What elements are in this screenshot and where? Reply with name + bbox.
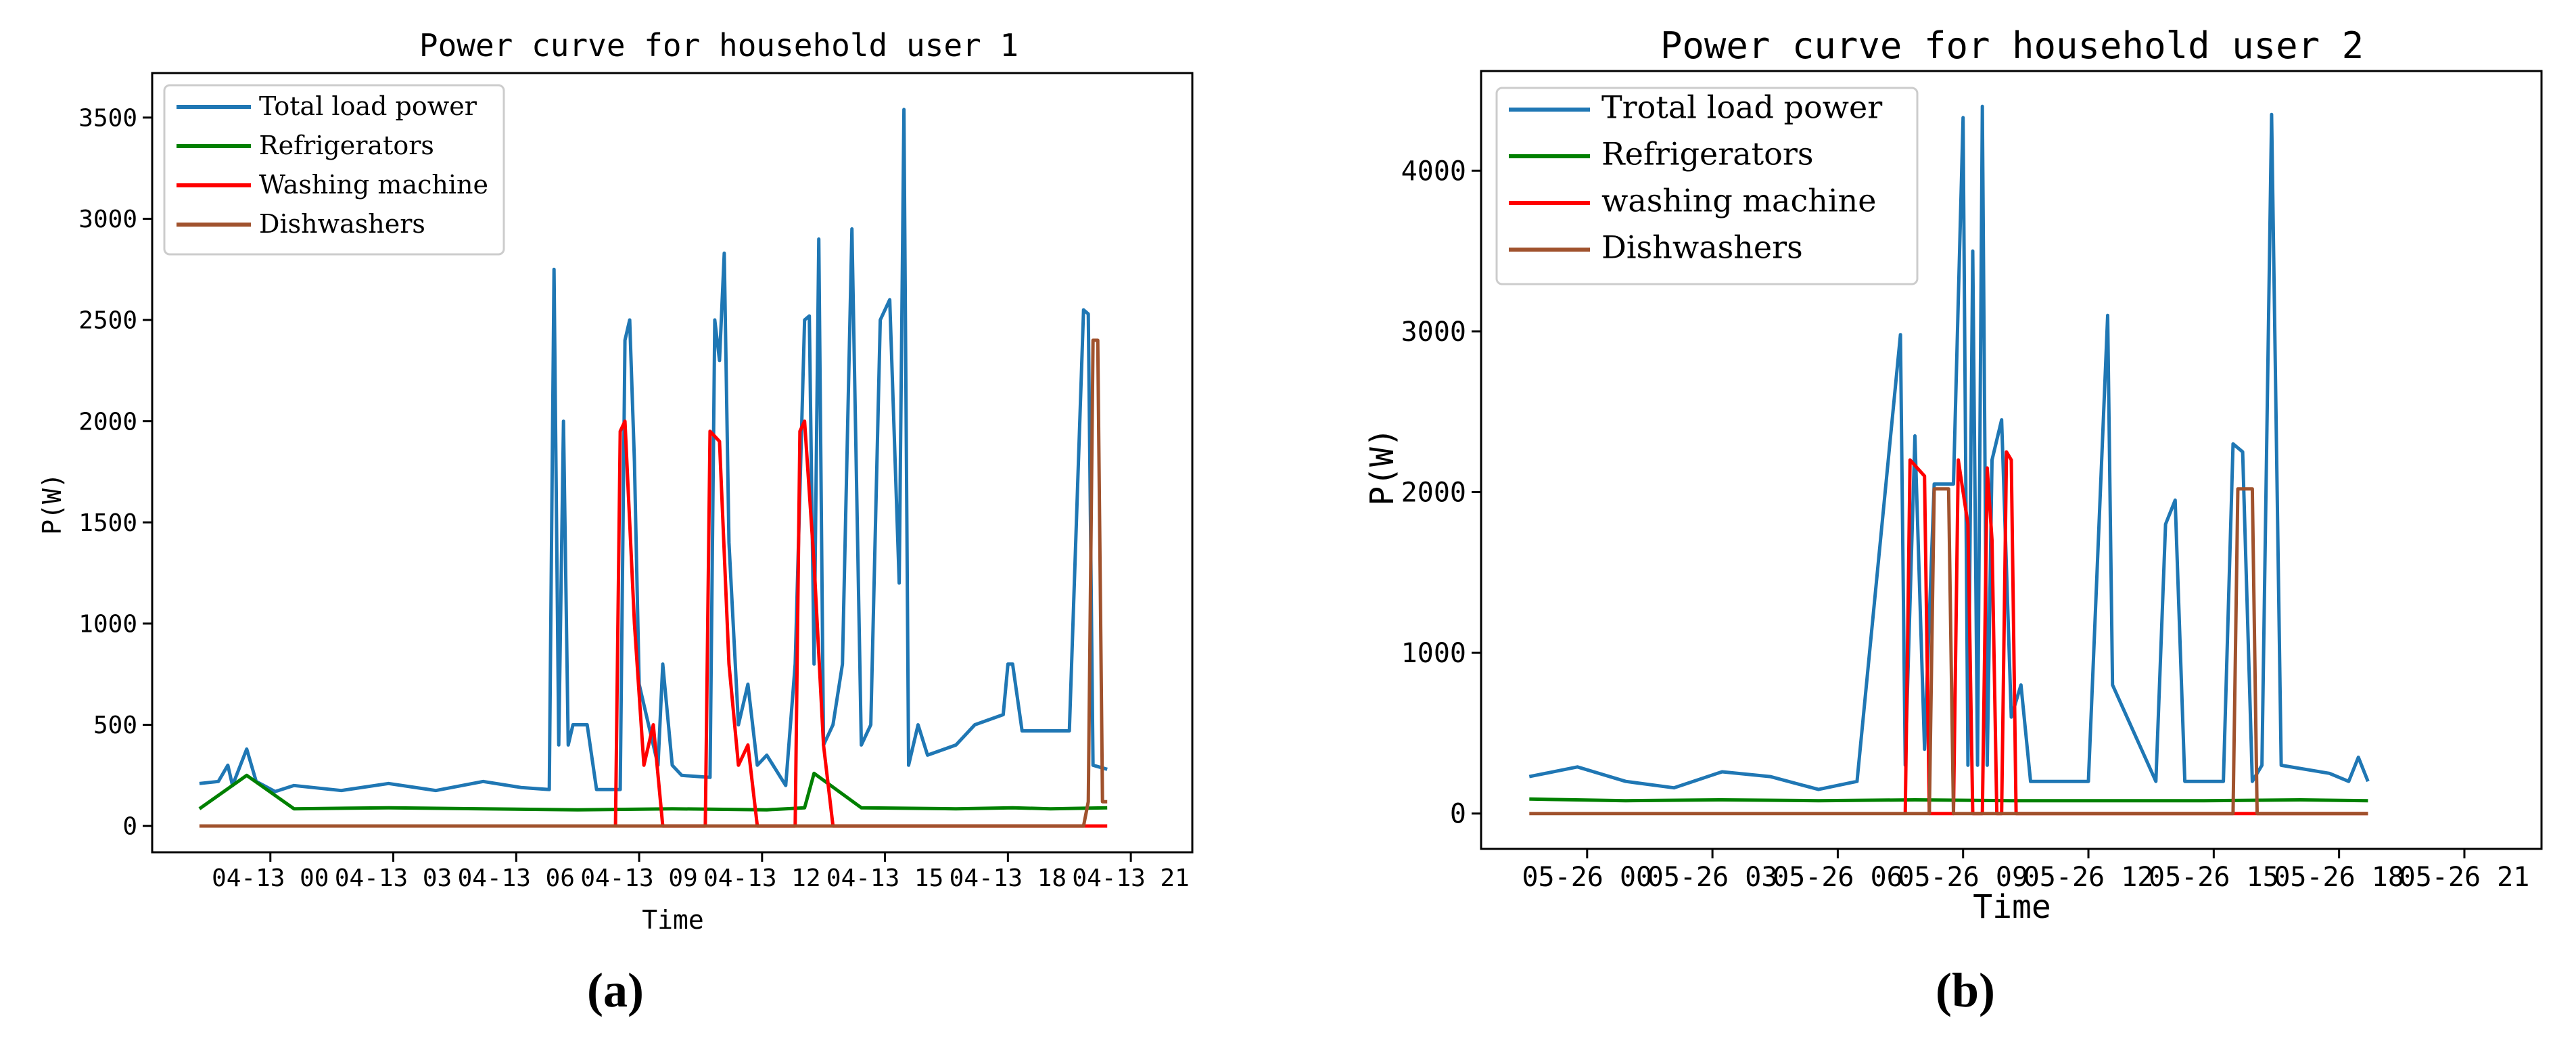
chart-a-legend-box (163, 84, 505, 256)
chart-b-xtick-label: 05-26 06 (1773, 862, 1903, 893)
chart-a-xtick-label: 04-13 03 (335, 864, 452, 892)
chart-b-ylabel: P(W) (1363, 427, 1401, 506)
chart-b-ytick-label: 3000 (1401, 317, 1466, 348)
chart-b-legend-label: Refrigerators (1601, 136, 1813, 172)
chart-b-xtick-label: 05-26 12 (2023, 862, 2154, 893)
chart-a-legend-label: Refrigerators (259, 131, 434, 160)
chart-a-series-0 (199, 108, 1108, 793)
chart-a-ytick-label: 500 (93, 712, 137, 739)
chart-b-legend-label: Dishwashers (1601, 229, 1803, 266)
chart-a-ytick-label: 1000 (78, 610, 137, 638)
chart-b-ytick-label: 1000 (1401, 638, 1466, 669)
chart-b-legend-box (1495, 87, 1919, 285)
chart-a-xtick-label: 04-13 09 (580, 864, 697, 892)
chart-a-ytick-label: 2500 (78, 307, 137, 335)
chart-b-legend-label: washing machine (1601, 183, 1876, 219)
chart-a-plot-lines (198, 108, 1108, 828)
chart-b-title: Power curve for household user 2 (1660, 24, 2364, 67)
chart-a-legend-label: Total load power (259, 91, 477, 121)
chart-b-xtick-label: 05-26 18 (2274, 862, 2404, 893)
chart-a-xtick-label: 04-13 00 (212, 864, 329, 892)
chart-a-xlabel: Time (642, 905, 704, 935)
chart-a-ytick-label: 3000 (78, 206, 137, 233)
chart-a-x-axis: 04-13 00 04-13 03 04-13 06 04-13 09 04-13 12… (212, 852, 1190, 892)
chart-a-series-2 (613, 419, 1108, 828)
caption-b: (b) (1936, 963, 1995, 1017)
chart-a-plot-frame (151, 72, 1194, 854)
chart-b-legend: Trotal load power Refrigerators washing ma… (1495, 87, 1919, 285)
chart-a-series-3 (199, 338, 1108, 828)
chart-b-ytick-label: 0 (1450, 799, 1466, 830)
chart-a-ytick-label: 3500 (78, 104, 137, 132)
chart-a-ylabel: P(W) (37, 473, 67, 535)
chart-b-y-axis: 0 1000 2000 3000 4000 (1401, 156, 1481, 830)
chart-b-plot-lines (1528, 104, 2370, 816)
chart-a-legend-label: Washing machine (259, 170, 488, 200)
chart-b-ytick-label: 2000 (1401, 478, 1466, 509)
chart-b-xtick-label: 05-26 00 (1522, 862, 1652, 893)
caption-a: (a) (587, 963, 644, 1017)
chart-a-ytick-label: 2000 (78, 408, 137, 436)
chart-a-xtick-label: 04-13 18 (950, 864, 1067, 892)
chart-a-y-axis: 0 500 1000 1500 2000 2500 3000 3500 (78, 104, 152, 841)
chart-b-plot-frame (1480, 70, 2543, 850)
chart-a-xtick-label: 04-13 06 (458, 864, 575, 892)
chart-a-xtick-label: 04-13 15 (826, 864, 943, 892)
chart-a-ytick-label: 0 (122, 813, 137, 841)
chart-b-xtick-label: 05-26 03 (1647, 862, 1778, 893)
chart-a-legend-label: Dishwashers (259, 209, 425, 239)
chart-a-title: Power curve for household user 1 (419, 27, 1018, 64)
chart-b-xtick-label: 05-26 15 (2149, 862, 2279, 893)
chart-b-series-3 (1529, 487, 2368, 816)
chart-a-xtick-label: 04-13 21 (1072, 864, 1189, 892)
chart-b-series-1 (1529, 797, 2368, 803)
chart-b-ytick-label: 4000 (1401, 156, 1466, 187)
chart-b-xlabel: Time (1973, 888, 2051, 926)
chart-a: Power curve for household user 1 P(W) Ti… (37, 27, 1194, 1017)
chart-a-series-1 (198, 771, 1108, 812)
chart-b: Power curve for household user 2 P(W) Ti… (1363, 24, 2543, 1017)
chart-b-xtick-label: 05-26 21 (2399, 862, 2530, 893)
chart-a-ytick-label: 1500 (78, 509, 137, 537)
chart-a-xtick-label: 04-13 12 (703, 864, 820, 892)
chart-a-legend: Total load power Refrigerators Washing mac… (163, 84, 505, 256)
chart-b-legend-label: Trotal load power (1601, 89, 1882, 126)
chart-b-xtick-label: 05-26 09 (1898, 862, 2028, 893)
